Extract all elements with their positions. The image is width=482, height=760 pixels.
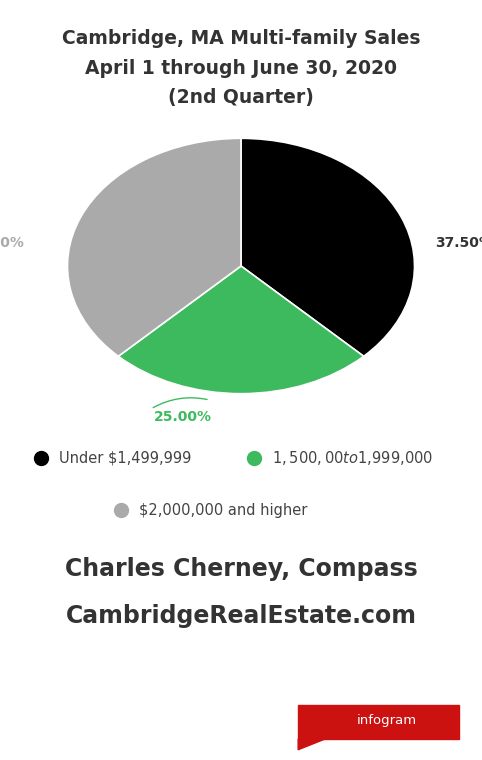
Wedge shape [241, 138, 415, 356]
Text: $1,500,00 to $1,999,000: $1,500,00 to $1,999,000 [272, 449, 433, 467]
Text: Charles Cherney, Compass: Charles Cherney, Compass [65, 557, 417, 581]
Text: CambridgeRealEstate.com: CambridgeRealEstate.com [66, 604, 416, 629]
Text: $2,000,000 and higher: $2,000,000 and higher [139, 503, 308, 518]
Text: infogram: infogram [357, 714, 417, 727]
Text: 25.00%: 25.00% [154, 410, 212, 423]
Text: Cambridge, MA Multi-family Sales: Cambridge, MA Multi-family Sales [62, 29, 420, 48]
Wedge shape [118, 266, 364, 394]
Text: April 1 through June 30, 2020: April 1 through June 30, 2020 [85, 59, 397, 78]
Text: Under $1,499,999: Under $1,499,999 [59, 451, 191, 465]
Wedge shape [67, 138, 241, 356]
Text: 37.50%: 37.50% [435, 236, 482, 250]
Polygon shape [298, 739, 325, 749]
Text: (2nd Quarter): (2nd Quarter) [168, 88, 314, 107]
Text: 37.50%: 37.50% [0, 236, 24, 250]
Bar [298, 705, 458, 739]
